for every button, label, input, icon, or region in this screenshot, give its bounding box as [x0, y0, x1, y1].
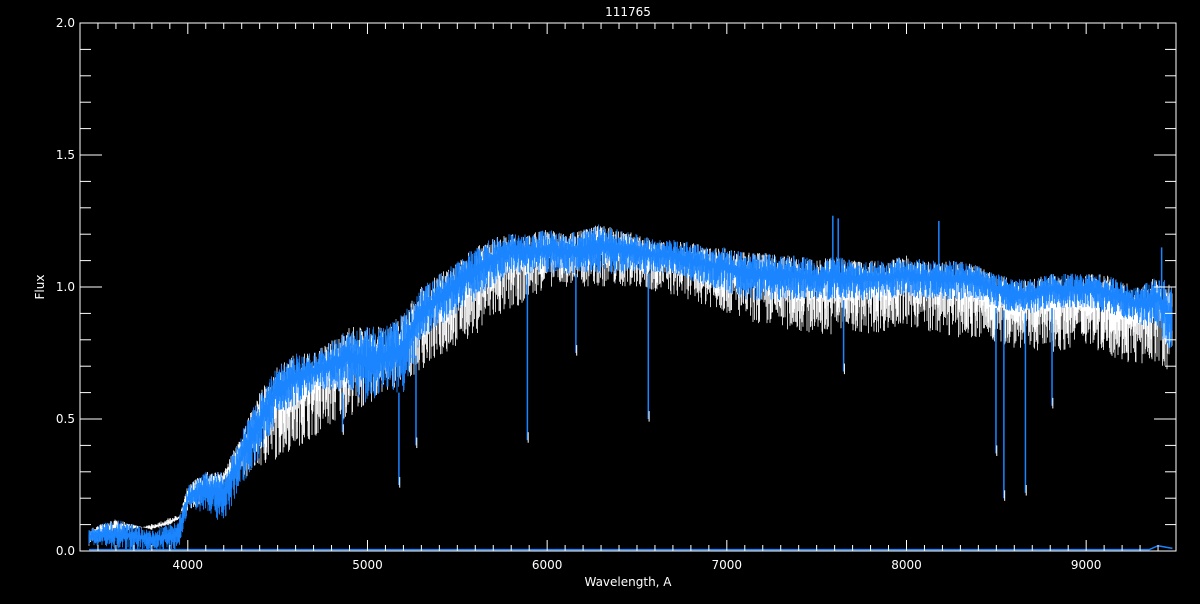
x-tick-label: 5000 [352, 558, 383, 572]
y-tick-label: 1.5 [56, 148, 75, 162]
plot-marks [88, 215, 1173, 551]
y-tick-label: 0.5 [56, 412, 75, 426]
y-axis-label: Flux [33, 275, 47, 300]
y-tick-label: 2.0 [56, 16, 75, 30]
chart-title: 111765 [605, 5, 651, 19]
x-tick-label: 8000 [891, 558, 922, 572]
x-tick-label: 4000 [173, 558, 204, 572]
blue-spectrum-line [88, 224, 1173, 551]
x-tick-label: 6000 [532, 558, 563, 572]
y-tick-label: 1.0 [56, 280, 75, 294]
x-tick-label: 9000 [1071, 558, 1102, 572]
y-tick-label: 0.0 [56, 544, 75, 558]
white-spectrum-line [88, 225, 1173, 546]
error-spectrum-line [88, 544, 1173, 551]
x-tick-label: 7000 [712, 558, 743, 572]
axes: 4000 5000 6000 7000 8000 9000 0.0 0.5 1.0 1.5 2.0 [56, 16, 1177, 572]
x-axis-label: Wavelength, A [584, 575, 672, 589]
